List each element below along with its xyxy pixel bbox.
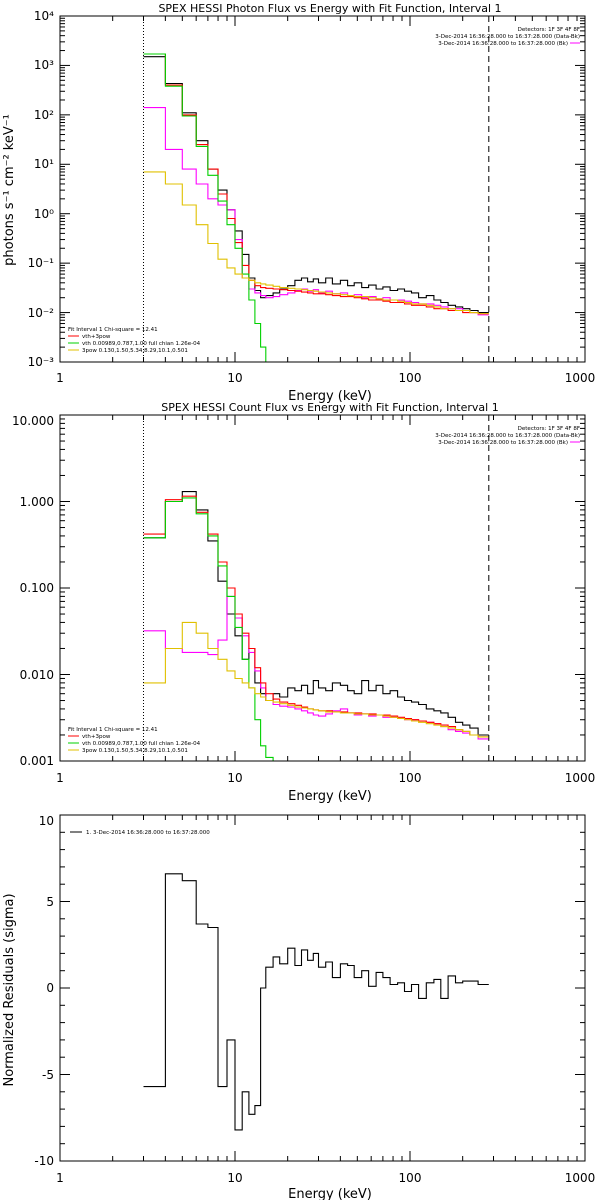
x-tick-label: 10: [227, 1171, 242, 1185]
x-tick-label: 1: [56, 1171, 64, 1185]
legend-entry-label: vth+3pow: [82, 734, 111, 740]
x-tick-label: 1000: [565, 1171, 596, 1185]
x-tick-label: 100: [399, 371, 422, 385]
plot-frame: [59, 814, 586, 1162]
x-tick-label: 1: [56, 371, 64, 385]
interval-time-data: 3-Dec-2014 16:36:28.000 to 16:37:28.000 …: [435, 433, 580, 439]
interval-time-bk: 3-Dec-2014 16:36:28.000 to 16:37:28.000 …: [438, 41, 568, 47]
series-bk: [143, 595, 489, 740]
x-axis-label: Energy (keV): [288, 389, 372, 404]
y-tick-label: 1.000: [20, 495, 54, 509]
threshold-lines: [143, 415, 490, 761]
threshold-lines: [143, 16, 490, 362]
axis-ticks: [59, 15, 586, 363]
series-group: [143, 53, 489, 363]
photon-flux-panel: SPEX HESSI Photon Flux vs Energy with Fi…: [2, 2, 595, 404]
x-tick-label: 1000: [565, 771, 596, 785]
series-bk: [143, 107, 489, 316]
detectors-text: Detectors: 1F 3F 4F 8F: [518, 426, 580, 432]
series-vth: [143, 497, 280, 762]
legend-entry-label: 3pow 0.130,1.50,5.34,8.29,10.1,0.501: [82, 348, 188, 354]
series-residuals: [143, 873, 489, 1131]
y-tick-label: 10: [39, 814, 54, 828]
y-axis-label: photons s⁻¹ cm⁻² keV⁻¹: [2, 114, 17, 266]
interval-time-bk: 3-Dec-2014 16:36:28.000 to 16:37:28.000 …: [438, 440, 568, 446]
plot-frame: [59, 15, 586, 363]
y-tick-label: 10³: [34, 58, 54, 72]
chart-title: SPEX HESSI Count Flux vs Energy with Fit…: [161, 401, 498, 414]
y-tick-label: 5: [46, 895, 54, 909]
series-group: [143, 491, 489, 762]
series-group: [143, 873, 489, 1131]
count-flux-panel: SPEX HESSI Count Flux vs Energy with Fit…: [12, 401, 595, 804]
series-3pow: [143, 171, 489, 315]
y-tick-label: 0: [46, 981, 54, 995]
y-tick-label: 10⁰: [34, 207, 54, 221]
chart-title: SPEX HESSI Photon Flux vs Energy with Fi…: [158, 2, 501, 15]
y-tick-label: 10²: [34, 108, 54, 122]
axis-ticks: [59, 814, 586, 1162]
y-tick-label: 10¹: [34, 157, 54, 171]
legend-entry-label: vth 0.00989,0.787,1.00 full chian 1.26e-…: [82, 341, 201, 347]
legend-entry-label: vth+3pow: [82, 334, 111, 340]
x-tick-label: 1000: [565, 371, 596, 385]
x-tick-label: 100: [399, 771, 422, 785]
series-vth-3pow: [143, 53, 489, 315]
x-tick-label: 100: [399, 1171, 422, 1185]
residuals-panel: 1 10 100 1000 -10 -5 0 5 10 Energy (keV)…: [2, 814, 595, 1200]
residual-legend: 1. 3-Dec-2014 16:36:28.000 to 16:37:28.0…: [70, 830, 210, 836]
series-vth-3pow: [143, 495, 489, 738]
x-axis-label: Energy (keV): [288, 1187, 372, 1200]
detectors-text: Detectors: 1F 3F 4F 8F: [518, 27, 580, 33]
y-tick-label: 0.001: [20, 754, 54, 768]
fit-legend: Fit Interval 1 Chi-square = 12.41 vth+3p…: [68, 327, 201, 354]
y-tick-label: 10⁻¹: [28, 256, 55, 270]
y-axis-label: Normalized Residuals (sigma): [2, 893, 17, 1086]
plot-frame: [59, 414, 586, 762]
series-data-bk: [143, 56, 489, 314]
y-tick-label: 10⁻²: [28, 306, 55, 320]
series-data-bk: [143, 491, 489, 736]
y-tick-label: -5: [42, 1068, 54, 1082]
y-tick-label: 10⁴: [34, 9, 54, 23]
y-tick-label: 10⁻³: [28, 355, 55, 369]
axis-ticks: [59, 414, 586, 762]
legend-entry-label: 3pow 0.130,1.50,5.34,8.29,10.1,0.501: [82, 748, 188, 754]
y-tick-label: 0.010: [20, 668, 54, 682]
x-tick-label: 1: [56, 771, 64, 785]
fit-legend: Fit Interval 1 Chi-square = 12.41 vth+3p…: [68, 727, 201, 754]
x-axis-label: Energy (keV): [288, 789, 372, 804]
x-tick-label: 10: [227, 771, 242, 785]
y-tick-label: -10: [34, 1154, 54, 1168]
x-tick-label: 10: [227, 371, 242, 385]
interval-time-data: 3-Dec-2014 16:36:28.000 to 16:37:28.000 …: [435, 34, 580, 40]
y-tick-label: 10.000: [12, 414, 54, 428]
series-3pow: [143, 621, 489, 738]
legend-entry-label: 1. 3-Dec-2014 16:36:28.000 to 16:37:28.0…: [86, 830, 210, 836]
y-tick-label: 0.100: [20, 581, 54, 595]
legend-entry-label: vth 0.00989,0.787,1.00 full chian 1.26e-…: [82, 741, 201, 747]
series-vth: [143, 53, 274, 363]
fit-legend-header: Fit Interval 1 Chi-square = 12.41: [68, 727, 158, 733]
fit-legend-header: Fit Interval 1 Chi-square = 12.41: [68, 327, 158, 333]
